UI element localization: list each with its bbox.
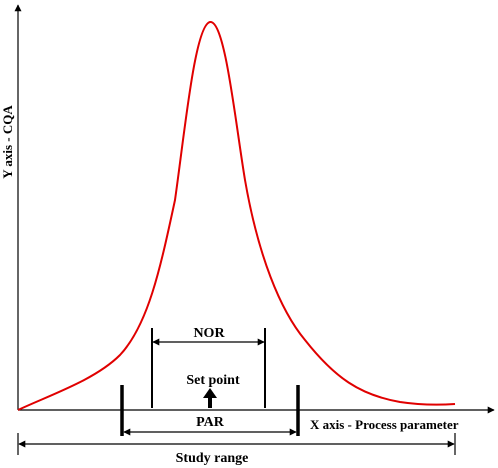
nor-label: NOR [193, 326, 225, 341]
arrow-up-icon [203, 388, 217, 408]
par-label: PAR [196, 415, 225, 430]
y-axis-label: Y axis - CQA [0, 105, 15, 179]
set-point-label: Set point [186, 373, 240, 388]
x-axis-label: X axis - Process parameter [310, 417, 459, 432]
study-range-label: Study range [176, 451, 249, 466]
response-curve [17, 21, 456, 411]
